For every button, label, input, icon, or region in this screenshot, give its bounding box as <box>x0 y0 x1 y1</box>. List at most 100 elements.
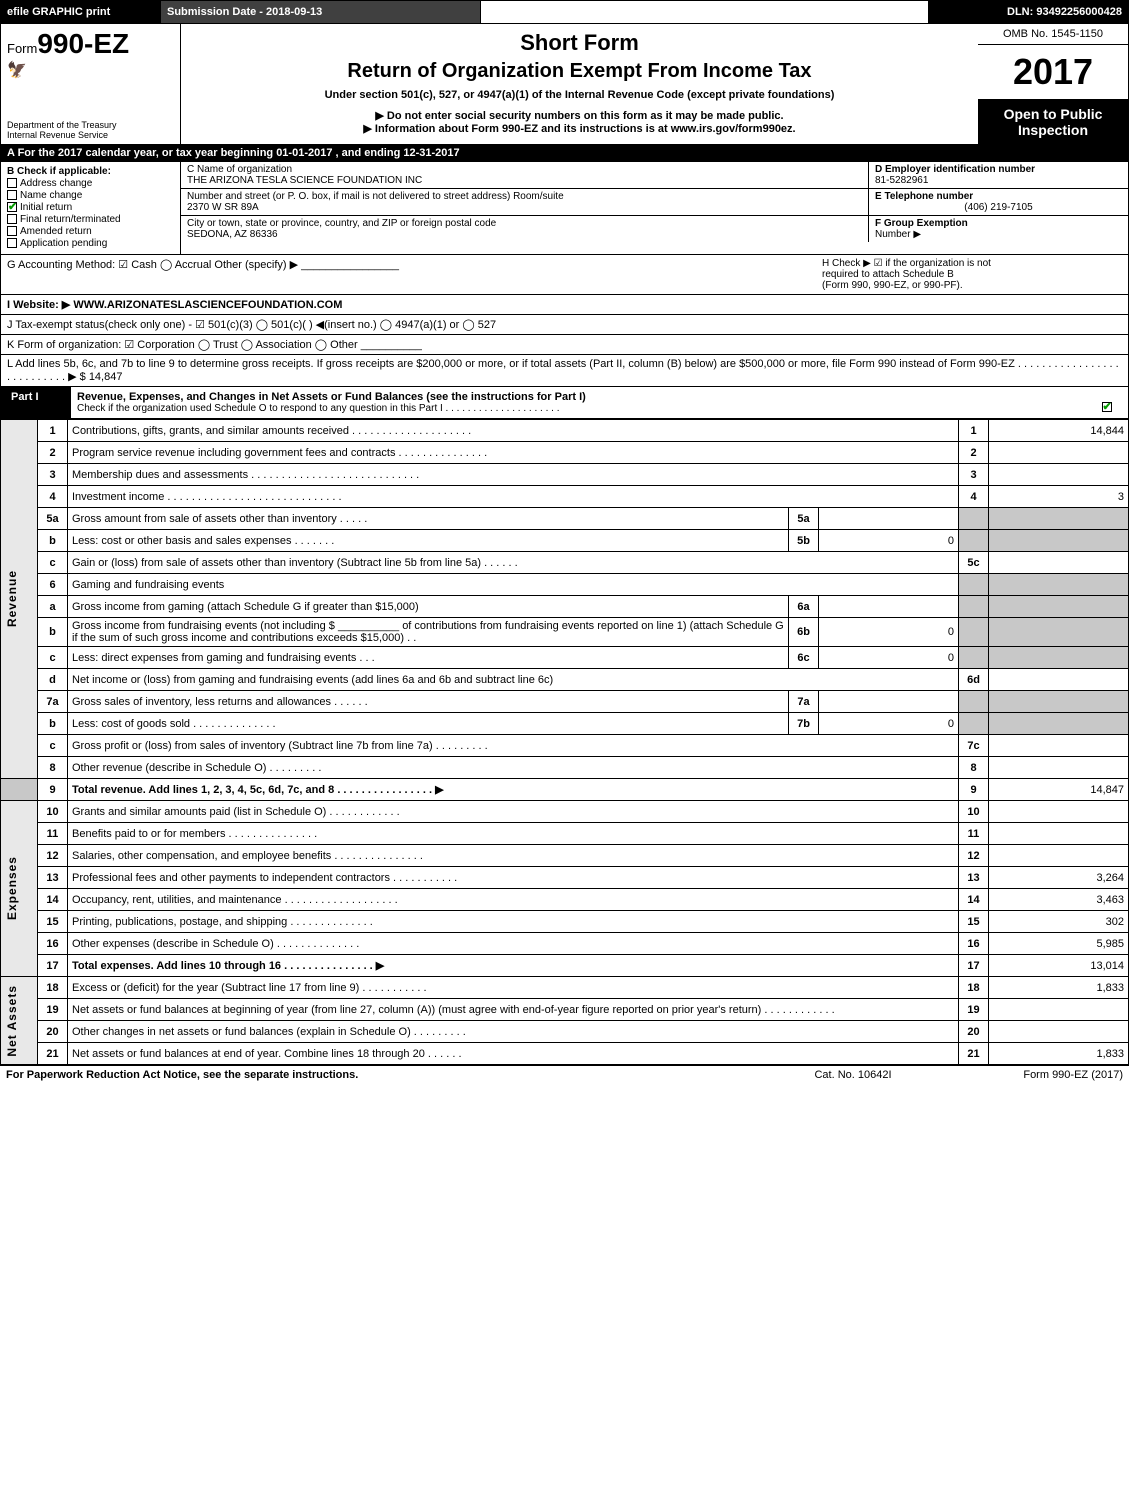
part-i-title-wrap: Revenue, Expenses, and Changes in Net As… <box>71 387 1088 418</box>
line-5b-subval: 0 <box>819 530 959 552</box>
line-8-num: 8 <box>38 757 68 779</box>
line-19-num: 19 <box>38 999 68 1021</box>
line-14-num: 14 <box>38 889 68 911</box>
line-7b-desc: Less: cost of goods sold . . . . . . . .… <box>68 713 789 735</box>
line-6a-num: a <box>38 596 68 618</box>
line-12-desc: Salaries, other compensation, and employ… <box>68 845 959 867</box>
line-13-desc: Professional fees and other payments to … <box>68 867 959 889</box>
line-6b-subval: 0 <box>819 618 959 647</box>
line-16-rnum: 16 <box>959 933 989 955</box>
form-header: Form990-EZ 🦅 Department of the Treasury … <box>0 24 1129 145</box>
line-16-rval: 5,985 <box>989 933 1129 955</box>
line-6b-subnum: 6b <box>789 618 819 647</box>
line-2-num: 2 <box>38 442 68 464</box>
line-6-shade2 <box>989 574 1129 596</box>
line-5c-desc: Gain or (loss) from sale of assets other… <box>68 552 959 574</box>
line-6d-rnum: 6d <box>959 669 989 691</box>
line-6a-shade <box>959 596 989 618</box>
box-h-schedule-b: H Check ▶ ☑ if the organization is not r… <box>822 258 1122 291</box>
line-7b-shade2 <box>989 713 1129 735</box>
line-4-rnum: 4 <box>959 486 989 508</box>
line-19-rval <box>989 999 1129 1021</box>
line-11-rval <box>989 823 1129 845</box>
line-3-rnum: 3 <box>959 464 989 486</box>
omb-number: OMB No. 1545-1150 <box>978 24 1128 45</box>
org-name-label: C Name of organization <box>187 164 862 175</box>
line-4-desc: Investment income . . . . . . . . . . . … <box>68 486 959 508</box>
group-header: F Group Exemption <box>875 218 1122 229</box>
line-5b-shade2 <box>989 530 1129 552</box>
line-6c-subnum: 6c <box>789 647 819 669</box>
part-i-checkbox[interactable] <box>1088 387 1128 418</box>
line-7b-shade <box>959 713 989 735</box>
treasury-dept: Department of the Treasury Internal Reve… <box>7 120 174 140</box>
h-line3: (Form 990, 990-EZ, or 990-PF). <box>822 280 1122 291</box>
line-5c-rnum: 5c <box>959 552 989 574</box>
line-18-desc: Excess or (deficit) for the year (Subtra… <box>68 977 959 999</box>
line-5c-rval <box>989 552 1129 574</box>
line-5a-desc: Gross amount from sale of assets other t… <box>68 508 789 530</box>
line-20-rval <box>989 1021 1129 1043</box>
part-i-label: Part I <box>1 387 71 418</box>
line-12-rnum: 12 <box>959 845 989 867</box>
line-a-tax-year: A For the 2017 calendar year, or tax yea… <box>0 145 1129 162</box>
chk-amended-return[interactable]: Amended return <box>7 226 174 237</box>
city-label: City or town, state or province, country… <box>187 218 862 229</box>
line-7a-shade <box>959 691 989 713</box>
line-6b-desc: Gross income from fundraising events (no… <box>68 618 789 647</box>
row-l-gross-receipts: L Add lines 5b, 6c, and 7b to line 9 to … <box>0 355 1129 387</box>
line-6b-num: b <box>38 618 68 647</box>
inspection: Inspection <box>982 122 1124 138</box>
line-13-rnum: 13 <box>959 867 989 889</box>
line-17-rval: 13,014 <box>989 955 1129 977</box>
line-16-desc: Other expenses (describe in Schedule O) … <box>68 933 959 955</box>
line-20-desc: Other changes in net assets or fund bala… <box>68 1021 959 1043</box>
line-19-rnum: 19 <box>959 999 989 1021</box>
line-17-rnum: 17 <box>959 955 989 977</box>
line-7b-subval: 0 <box>819 713 959 735</box>
open-public-inspection: Open to Public Inspection <box>978 100 1128 144</box>
under-section: Under section 501(c), 527, or 4947(a)(1)… <box>191 89 968 101</box>
form-of-org: K Form of organization: ☑ Corporation ◯ … <box>7 338 1122 351</box>
line-7a-subnum: 7a <box>789 691 819 713</box>
line-7b-subnum: 7b <box>789 713 819 735</box>
line-17-desc: Total expenses. Add lines 10 through 16 … <box>68 955 959 977</box>
tax-year: 2017 <box>978 45 1128 100</box>
line-15-rnum: 15 <box>959 911 989 933</box>
line-2-rval <box>989 442 1129 464</box>
line-8-desc: Other revenue (describe in Schedule O) .… <box>68 757 959 779</box>
line-17-num: 17 <box>38 955 68 977</box>
accounting-method: G Accounting Method: ☑ Cash ◯ Accrual Ot… <box>7 258 822 291</box>
ein-value: 81-5282961 <box>875 175 1122 186</box>
line-6b-shade <box>959 618 989 647</box>
line-5b-subnum: 5b <box>789 530 819 552</box>
form-prefix: Form <box>7 41 37 56</box>
line-1-rval: 14,844 <box>989 420 1129 442</box>
form-990ez: 990-EZ <box>37 28 129 59</box>
chk-final-return[interactable]: Final return/terminated <box>7 214 174 225</box>
box-b-checkboxes: B Check if applicable: Address change Na… <box>1 162 181 254</box>
chk-initial-return[interactable]: Initial return <box>7 202 174 213</box>
line-16-num: 16 <box>38 933 68 955</box>
line-20-rnum: 20 <box>959 1021 989 1043</box>
line-14-rval: 3,463 <box>989 889 1129 911</box>
header-middle: Short Form Return of Organization Exempt… <box>181 24 978 144</box>
org-name-value: THE ARIZONA TESLA SCIENCE FOUNDATION INC <box>187 175 862 186</box>
dept-treasury: Department of the Treasury <box>7 120 174 130</box>
line-9-rval: 14,847 <box>989 779 1129 801</box>
line-21-desc: Net assets or fund balances at end of ye… <box>68 1043 959 1065</box>
return-title: Return of Organization Exempt From Incom… <box>191 60 968 83</box>
line-6d-rval <box>989 669 1129 691</box>
chk-application-pending[interactable]: Application pending <box>7 238 174 249</box>
expenses-section-label: Expenses <box>1 801 38 977</box>
line-4-rval: 3 <box>989 486 1129 508</box>
address-value: 2370 W SR 89A <box>187 202 862 213</box>
line-7a-desc: Gross sales of inventory, less returns a… <box>68 691 789 713</box>
line-6c-desc: Less: direct expenses from gaming and fu… <box>68 647 789 669</box>
lines-table: Revenue 1 Contributions, gifts, grants, … <box>0 419 1129 1065</box>
gross-receipts-text: L Add lines 5b, 6c, and 7b to line 9 to … <box>7 358 1122 383</box>
line-20-num: 20 <box>38 1021 68 1043</box>
row-j-tax-exempt: J Tax-exempt status(check only one) - ☑ … <box>0 315 1129 335</box>
chk-address-change[interactable]: Address change <box>7 178 174 189</box>
chk-name-change[interactable]: Name change <box>7 190 174 201</box>
